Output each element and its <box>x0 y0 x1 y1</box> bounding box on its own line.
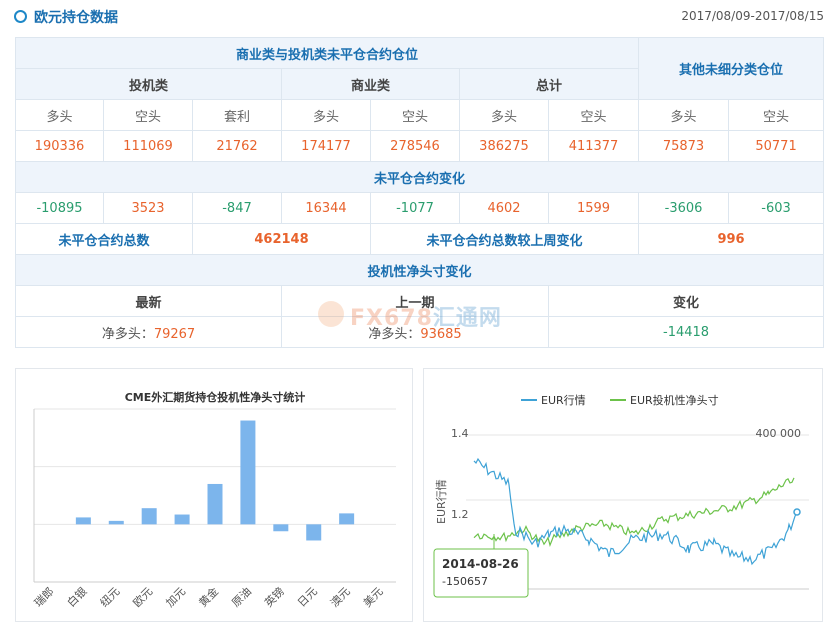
line-chart-panel: EUR行情 EUR投机性净头寸 1.4 1.2 400 000 EUR行情 20… <box>423 368 823 622</box>
bar-2[interactable] <box>108 520 124 525</box>
category-label: 瑞郎 <box>31 584 56 609</box>
col-short: 空头 <box>547 99 640 131</box>
change-value: -847 <box>192 192 282 224</box>
change-value: 1599 <box>547 192 640 224</box>
oi-change-label: 未平仓合约总数较上周变化 <box>369 223 640 255</box>
bar-4[interactable] <box>174 514 190 525</box>
bar-7[interactable] <box>273 524 289 532</box>
section-title-changes: 未平仓合约变化 <box>14 161 825 193</box>
category-label: 英镑 <box>261 584 286 609</box>
positions-table: 商业类与投机类未平仓合约仓位 其他未细分类仓位 投机类 商业类 总计 多头 空头… <box>14 37 825 348</box>
category-label: 加元 <box>163 585 188 610</box>
position-value: 111069 <box>103 130 193 162</box>
left-tick: 1.4 <box>451 427 469 440</box>
group-total: 总计 <box>458 68 640 100</box>
oi-total-label: 未平仓合约总数 <box>15 223 193 255</box>
circle-icon <box>14 10 27 23</box>
tooltip: 2014-08-26 -150657 <box>433 548 529 598</box>
bar-chart: CME外汇期货持仓投机性净头寸统计 瑞郎 白银 纽元 欧元 加元 黄金 原油 英镑 日元 澳元 美元 <box>31 390 396 610</box>
net-prev-cell: 净多头：93685 <box>281 316 549 348</box>
legend-label: EUR行情 <box>541 394 586 407</box>
col-long: 多头 <box>638 99 730 131</box>
net-latest-value: 79267 <box>153 326 196 342</box>
eur-price-line <box>473 457 798 566</box>
right-tick: 400 000 <box>756 427 802 440</box>
category-label: 原油 <box>229 584 254 609</box>
legend-eur-net[interactable]: EUR投机性净头寸 <box>610 393 719 407</box>
category-label: 纽元 <box>97 584 122 609</box>
watermark-latin: FX678 <box>350 306 433 331</box>
bar-5[interactable] <box>207 483 223 525</box>
change-value: -1077 <box>370 192 460 224</box>
eur-net-line <box>473 477 795 547</box>
net-col-latest: 最新 <box>15 285 282 317</box>
net-latest-cell: 净多头：79267 <box>15 316 282 348</box>
change-value: -3606 <box>638 192 730 224</box>
col-short: 空头 <box>728 99 825 131</box>
change-value: 4602 <box>459 192 549 224</box>
tooltip-box <box>433 548 529 598</box>
position-value: 190336 <box>15 130 104 162</box>
oi-total-value: 462148 <box>192 223 371 255</box>
col-short: 空头 <box>370 99 460 131</box>
category-label: 日元 <box>295 585 320 610</box>
watermark-cn: 汇通网 <box>432 306 502 331</box>
category-label: 黄金 <box>196 584 221 609</box>
category-label: 欧元 <box>131 585 156 610</box>
position-value: 411377 <box>547 130 640 162</box>
col-long: 多头 <box>281 99 371 131</box>
page-header: 欧元持仓数据 2017/08/09-2017/08/15 <box>14 4 824 30</box>
line-chart: EUR行情 EUR投机性净头寸 1.4 1.2 400 000 EUR行情 20… <box>433 393 809 598</box>
change-value: 16344 <box>281 192 371 224</box>
watermark-text: FX678汇通网 <box>350 300 502 332</box>
col-spread: 套利 <box>192 99 282 131</box>
section-title-positions: 商业类与投机类未平仓合约仓位 <box>14 37 640 69</box>
legend-eur-price[interactable]: EUR行情 <box>521 394 586 407</box>
net-change-value: -14418 <box>547 316 825 348</box>
bar-1[interactable] <box>75 517 91 525</box>
position-value: 278546 <box>370 130 460 162</box>
left-axis-label: EUR行情 <box>435 479 448 524</box>
oi-change-value: 996 <box>638 223 825 255</box>
page-title: 欧元持仓数据 <box>34 10 118 26</box>
category-label: 美元 <box>361 585 386 610</box>
position-value: 50771 <box>728 130 825 162</box>
position-value: 21762 <box>192 130 282 162</box>
date-range: 2017/08/09-2017/08/15 <box>681 9 824 23</box>
section-title-other: 其他未细分类仓位 <box>638 37 825 100</box>
bar-3[interactable] <box>141 508 157 525</box>
col-short: 空头 <box>103 99 193 131</box>
group-comm: 商业类 <box>281 68 460 100</box>
col-long: 多头 <box>15 99 104 131</box>
bar-6[interactable] <box>240 420 256 525</box>
bar-chart-title: CME外汇期货持仓投机性净头寸统计 <box>125 390 306 404</box>
net-col-change: 变化 <box>547 285 825 317</box>
change-value: 3523 <box>103 192 193 224</box>
net-prefix: 净多头： <box>101 326 154 342</box>
legend-label: EUR投机性净头寸 <box>630 393 719 407</box>
net-prefix: 净多头： <box>368 326 421 342</box>
fx678-watermark: FX678汇通网 <box>318 298 538 332</box>
tooltip-date: 2014-08-26 <box>442 557 519 571</box>
group-spec: 投机类 <box>15 68 282 100</box>
change-value: -603 <box>728 192 825 224</box>
logo-icon <box>318 301 344 327</box>
hover-marker <box>793 508 801 516</box>
position-value: 386275 <box>459 130 549 162</box>
position-value: 174177 <box>281 130 371 162</box>
bar-9[interactable] <box>339 513 355 525</box>
net-prev-value: 93685 <box>420 326 462 342</box>
category-label: 白银 <box>64 584 89 609</box>
section-title-net: 投机性净头寸变化 <box>14 254 825 286</box>
left-tick: 1.2 <box>451 508 469 521</box>
change-value: -10895 <box>15 192 104 224</box>
tooltip-value: -150657 <box>442 575 488 588</box>
position-value: 75873 <box>638 130 730 162</box>
col-long: 多头 <box>459 99 549 131</box>
bar-8[interactable] <box>306 524 322 541</box>
category-label: 澳元 <box>328 585 353 610</box>
bar-chart-panel: CME外汇期货持仓投机性净头寸统计 瑞郎 白银 纽元 欧元 加元 黄金 原油 英镑 日元 澳元 美元 <box>15 368 413 622</box>
